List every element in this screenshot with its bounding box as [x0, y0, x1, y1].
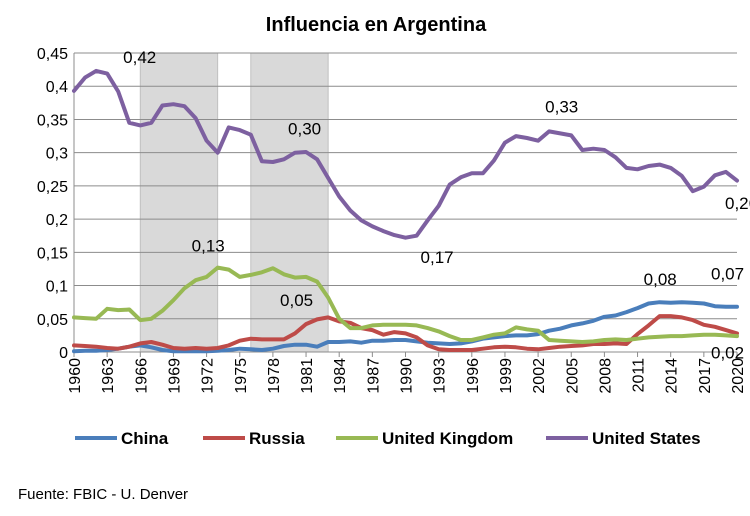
y-tick-label: 0,45	[37, 46, 68, 63]
x-tick-label: 1990	[399, 358, 416, 394]
y-tick-label: 0,1	[46, 279, 68, 296]
y-tick-label: 0,2	[46, 212, 68, 229]
x-tick-label: 2014	[664, 358, 681, 394]
data-label: 0,30	[288, 120, 321, 139]
x-tick-label: 2020	[730, 358, 747, 394]
y-tick-label: 0,15	[37, 245, 68, 262]
legend-label: China	[121, 429, 169, 448]
series-line-china	[72, 300, 739, 354]
x-tick-label: 1987	[365, 358, 382, 394]
data-label: 0,13	[192, 237, 225, 256]
series-line-russia	[72, 314, 739, 352]
legend-label: United States	[592, 429, 701, 448]
y-tick-label: 0,4	[46, 79, 68, 96]
x-tick-label: 1972	[200, 358, 217, 394]
y-tick-label: 0,25	[37, 179, 68, 196]
legend-label: Russia	[249, 429, 305, 448]
x-tick-label: 1960	[67, 358, 84, 394]
data-label: 0,17	[421, 248, 454, 267]
legend-label: United Kingdom	[382, 429, 513, 448]
x-tick-label: 2002	[531, 358, 548, 394]
data-label: 0,08	[644, 270, 677, 289]
x-tick-label: 1978	[266, 358, 283, 394]
x-tick-label: 1963	[100, 358, 117, 394]
x-tick-label: 1975	[233, 358, 250, 394]
shaded-period	[139, 52, 219, 353]
y-tick-label: 0	[59, 345, 68, 362]
x-tick-label: 2008	[597, 358, 614, 394]
series-line-united-kingdom	[72, 265, 739, 344]
x-tick-label: 1999	[498, 358, 515, 394]
series-line-united-states	[72, 68, 739, 240]
y-tick-label: 0,35	[37, 112, 68, 129]
x-tick-label: 1969	[166, 358, 183, 394]
data-label: 0,02	[711, 344, 744, 363]
x-tick-label: 2011	[631, 358, 648, 393]
x-tick-label: 1981	[299, 358, 316, 394]
x-tick-label: 1966	[133, 358, 150, 394]
data-label: 0,33	[545, 98, 578, 117]
data-label: 0,42	[123, 48, 156, 67]
shaded-period	[250, 52, 329, 353]
chart-title: Influencia en Argentina	[266, 14, 487, 36]
y-tick-label: 0,3	[46, 146, 68, 163]
x-tick-label: 1996	[465, 358, 482, 394]
x-tick-label: 1993	[432, 358, 449, 394]
data-label: 0,26	[725, 194, 750, 213]
x-tick-label: 1984	[332, 358, 349, 394]
source-note: Fuente: FBIC - U. Denver	[18, 486, 188, 503]
data-label: 0,07	[711, 264, 744, 283]
y-tick-label: 0,05	[37, 312, 68, 329]
data-label: 0,05	[280, 291, 313, 310]
x-tick-label: 2017	[697, 358, 714, 394]
x-tick-label: 2005	[564, 358, 581, 394]
